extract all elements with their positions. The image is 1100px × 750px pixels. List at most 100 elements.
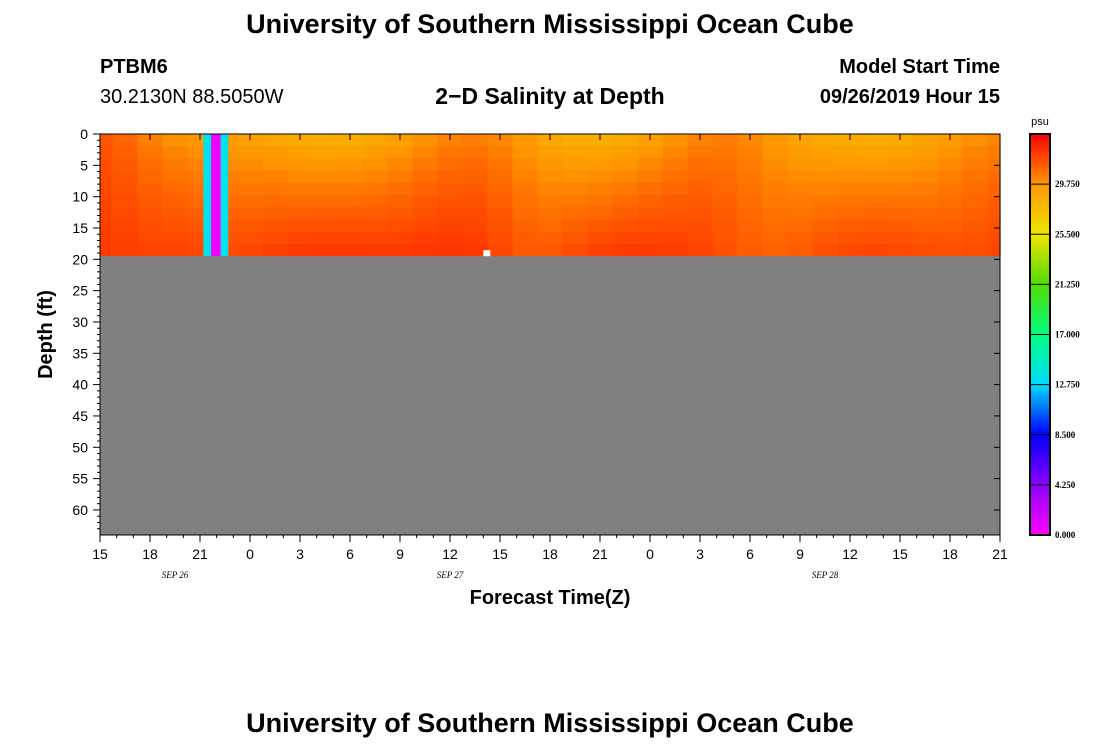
heatmap-cell [837,170,864,184]
heatmap-cell [862,219,889,233]
x-tick-label: 18 [142,546,158,562]
heatmap-cell [537,146,564,160]
heatmap-cell [637,207,664,221]
heatmap-cell [312,170,339,184]
y-tick-label: 40 [72,377,88,393]
heatmap-cell [962,219,989,233]
heatmap-cell [437,146,464,160]
colorbar-tick-label: 8.500 [1055,430,1076,440]
heatmap-cell [937,146,964,160]
heatmap-cell [812,207,839,221]
heatmap-cell [262,219,289,233]
heatmap-cell [887,219,914,233]
heatmap-cell [787,195,814,208]
heatmap-cell [412,195,439,208]
heatmap-cell [987,219,1001,233]
heatmap-cell [437,134,464,147]
heatmap-cell [612,182,639,196]
heatmap-cell [137,182,164,196]
heatmap-cell [162,243,189,257]
heatmap-cell [587,170,614,184]
marker-dot [483,250,491,257]
heatmap-cell [912,158,939,172]
heatmap-cell [237,231,264,245]
heatmap-cell [112,182,139,196]
heatmap-cell [312,243,339,257]
heatmap-cell [837,182,864,196]
heatmap-cell [337,146,364,160]
heatmap-cell [837,146,864,160]
heatmap-cell [812,158,839,172]
heatmap-cell [762,146,789,160]
heatmap-cell [162,231,189,245]
heatmap-cell [562,146,589,160]
heatmap-cell [462,146,489,160]
heatmap-cell [362,158,389,172]
heatmap-cell [512,170,539,184]
heatmap-cell [312,195,339,208]
heatmap-cell [562,207,589,221]
heatmap-cell [812,134,839,147]
heatmap-layer [100,134,1001,257]
heatmap-cell [912,195,939,208]
heatmap-cell [937,182,964,196]
heatmap-cell [337,195,364,208]
heatmap-cell [512,195,539,208]
heatmap-cell [487,207,514,221]
heatmap-cell [612,146,639,160]
heatmap-cell [787,182,814,196]
heatmap-cell [987,207,1001,221]
date-label: SEP 28 [812,570,839,580]
heatmap-cell [587,231,614,245]
heatmap-cell [262,231,289,245]
x-tick-label: 18 [942,546,958,562]
heatmap-cell [612,158,639,172]
page-title: University of Southern Mississippi Ocean… [246,9,854,39]
heatmap-cell [387,219,414,233]
heatmap-cell [912,219,939,233]
heatmap-cell [137,158,164,172]
heatmap-cell [237,170,264,184]
heatmap-cell [912,146,939,160]
heatmap-cell [287,231,314,245]
heatmap-cell [637,219,664,233]
heatmap-cell [837,243,864,257]
heatmap-cell [612,207,639,221]
heatmap-cell [662,158,689,172]
heatmap-cell [987,195,1001,208]
colorbar-tick-label: 21.250 [1055,279,1080,289]
heatmap-cell [712,170,739,184]
heatmap-cell [287,243,314,257]
heatmap-cell [987,170,1001,184]
heatmap-cell [587,182,614,196]
heatmap-cell [612,219,639,233]
heatmap-cell [462,243,489,257]
heatmap-cell [112,146,139,160]
heatmap-cell [612,134,639,147]
heatmap-cell [137,146,164,160]
heatmap-cell [962,170,989,184]
heatmap-cell [462,207,489,221]
heatmap-cell [462,195,489,208]
heatmap-cell [837,219,864,233]
heatmap-cell [837,231,864,245]
heatmap-cell [412,207,439,221]
heatmap-cell [100,219,114,233]
heatmap-cell [912,170,939,184]
colorbar-ticks: 0.000 4.250 8.500 12.750 17.000 21.250 25.500 2… [1030,179,1080,540]
heatmap-cell [387,195,414,208]
colorbar-tick-label: 0.000 [1055,530,1076,540]
y-tick-label: 0 [80,126,88,142]
heatmap-cell [337,182,364,196]
heatmap-cell [987,243,1001,257]
heatmap-cell [100,231,114,245]
x-tick-label: 18 [542,546,558,562]
heatmap-cell [862,182,889,196]
model-start-label: Model Start Time [839,56,1000,78]
heatmap-cell [462,219,489,233]
heatmap-cell [387,146,414,160]
heatmap-cell [912,182,939,196]
heatmap-cell [837,158,864,172]
heatmap-cell [712,195,739,208]
heatmap-cell [787,207,814,221]
